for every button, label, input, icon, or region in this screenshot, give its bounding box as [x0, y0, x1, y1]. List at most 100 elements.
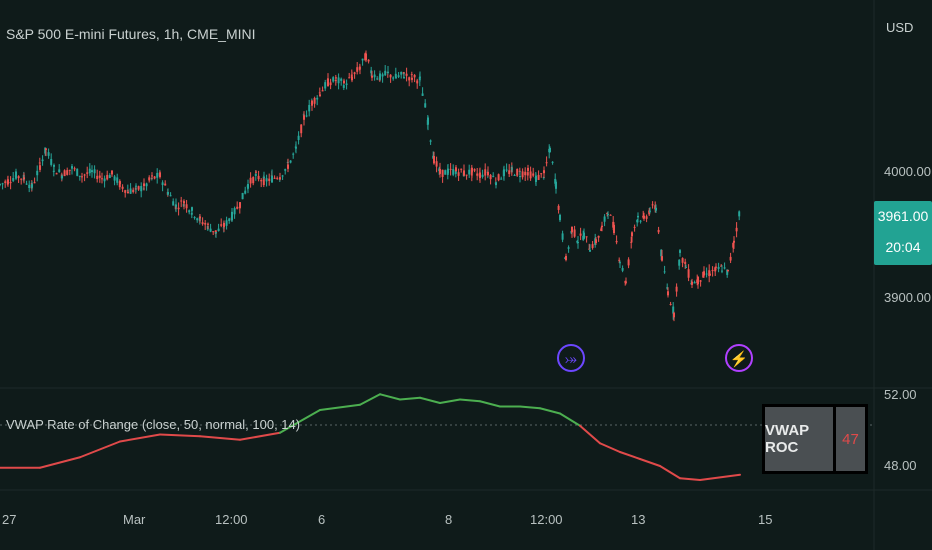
indicator-title[interactable]: VWAP Rate of Change (close, 50, normal, …	[6, 417, 301, 432]
candle-body	[503, 169, 505, 176]
candle-body	[252, 177, 255, 184]
candle-body	[468, 169, 471, 175]
candle-body	[684, 261, 687, 264]
candle-body	[217, 228, 220, 232]
candle-body	[615, 240, 618, 243]
candle-body	[537, 174, 540, 180]
roc-segment-up	[479, 400, 501, 408]
candle-body	[433, 155, 435, 164]
candle-body	[511, 168, 513, 170]
candle-body	[612, 221, 615, 228]
candle-body	[28, 184, 31, 189]
candle-body	[223, 222, 225, 227]
roc-label-52: 52.00	[884, 387, 917, 402]
candle-body	[424, 103, 427, 108]
candle-body	[376, 78, 379, 80]
candle-body	[479, 172, 481, 178]
event-split-icon[interactable]: ⤖	[557, 344, 585, 372]
roc-label-48: 48.00	[884, 458, 917, 473]
candle-body	[549, 148, 551, 153]
candle-body	[373, 74, 376, 78]
candle-body	[121, 186, 124, 189]
candle-body	[672, 306, 675, 314]
candle-body	[381, 74, 384, 77]
candle-body	[392, 77, 395, 79]
candle-body	[193, 217, 196, 219]
candle-body	[255, 171, 257, 173]
candle-body	[621, 268, 624, 271]
candle-body	[228, 218, 231, 221]
roc-segment-up	[279, 409, 321, 434]
candle-body	[703, 271, 705, 276]
roc-segment-down	[599, 442, 621, 453]
candle-body	[527, 167, 529, 171]
vwap-roc-table: VWAP ROC 47	[762, 404, 868, 474]
candle-body	[577, 241, 579, 243]
candle-body	[655, 207, 657, 211]
candle-body	[55, 173, 58, 175]
candle-body	[311, 100, 313, 106]
candle-body	[729, 256, 732, 261]
candle-body	[421, 93, 424, 96]
candle-body	[321, 90, 324, 92]
candle-body	[711, 269, 714, 272]
candle-body	[292, 153, 295, 155]
candle-body	[343, 80, 345, 84]
candle-body	[143, 183, 145, 187]
candle-body	[636, 219, 639, 223]
candle-body	[17, 176, 20, 179]
candle-body	[397, 75, 400, 77]
roc-segment-down	[239, 431, 281, 441]
candle-body	[137, 186, 140, 190]
candle-body	[44, 147, 47, 154]
candle-body	[239, 202, 241, 208]
candle-body	[585, 236, 588, 238]
candle-body	[36, 170, 39, 176]
candle-body	[365, 53, 367, 61]
candle-body	[463, 170, 465, 176]
event-lightning-icon[interactable]: ⚡	[725, 344, 753, 372]
current-price: 3961.00	[877, 208, 929, 224]
candle-body	[685, 266, 687, 268]
symbol-title[interactable]: S&P 500 E-mini Futures, 1h, CME_MINI	[6, 26, 256, 42]
candle-body	[389, 74, 392, 78]
candle-body	[705, 273, 708, 275]
roc-segment-down	[79, 440, 121, 459]
roc-segment-up	[459, 398, 481, 403]
candle-body	[484, 169, 487, 176]
candle-body	[201, 222, 204, 225]
candle-body	[691, 281, 693, 285]
time-label: 15	[758, 512, 773, 527]
candle-body	[47, 152, 50, 156]
candle-body	[637, 215, 639, 218]
candle-body	[591, 244, 594, 248]
candle-body	[732, 243, 735, 248]
candle-body	[460, 168, 463, 170]
candle-body	[1, 183, 4, 185]
roc-line-up	[0, 393, 741, 481]
time-label: 27	[2, 512, 17, 527]
candle-body	[279, 177, 281, 180]
roc-segment-up	[519, 405, 541, 410]
candle-body	[403, 77, 405, 79]
candle-body	[429, 140, 432, 142]
candle-body	[247, 184, 249, 189]
candle-body	[119, 181, 121, 184]
candle-body	[367, 59, 370, 62]
candle-body	[597, 235, 600, 238]
candle-body	[649, 210, 651, 212]
candle-body	[297, 135, 300, 140]
candle-body	[618, 259, 621, 261]
candle-body	[71, 166, 73, 169]
candle-body	[91, 170, 93, 173]
candle-body	[465, 174, 468, 176]
candle-body	[233, 208, 236, 215]
roc-segment-up	[359, 393, 381, 406]
candle-body	[159, 172, 161, 178]
currency-label[interactable]: USD	[886, 20, 914, 35]
candle-body	[452, 169, 455, 175]
candle-body	[129, 188, 132, 194]
roc-segment-up	[419, 396, 441, 404]
candle-body	[260, 180, 263, 182]
